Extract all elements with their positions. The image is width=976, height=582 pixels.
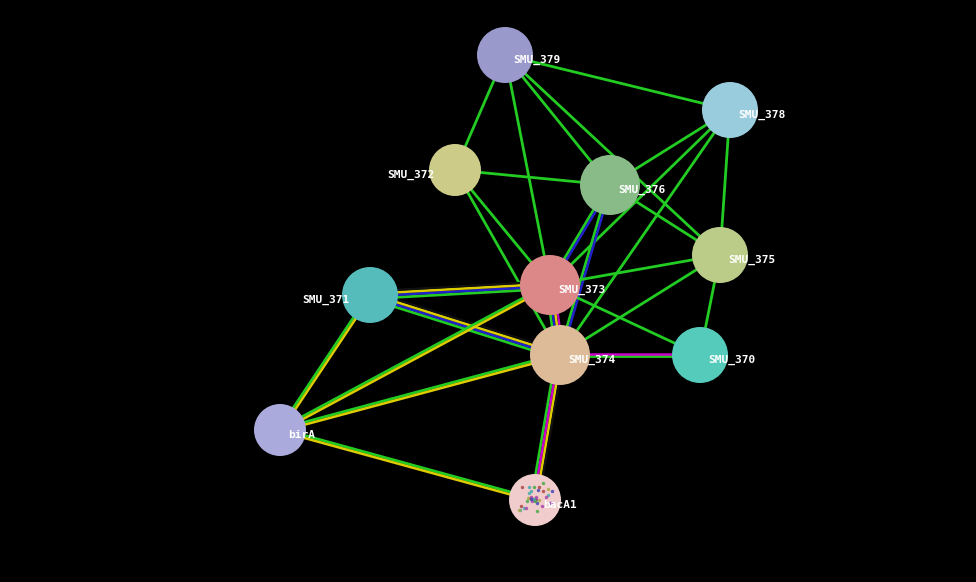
Circle shape: [429, 144, 481, 196]
Text: SMU_378: SMU_378: [738, 110, 786, 120]
Point: [527, 495, 543, 504]
Point: [523, 494, 539, 503]
Point: [540, 484, 555, 494]
Point: [511, 505, 527, 514]
Point: [520, 493, 536, 502]
Point: [521, 489, 537, 498]
Point: [530, 486, 546, 495]
Text: SMU_370: SMU_370: [708, 355, 755, 365]
Point: [518, 503, 534, 513]
Circle shape: [509, 474, 561, 526]
Point: [539, 492, 554, 501]
Text: SMU_376: SMU_376: [618, 185, 666, 195]
Point: [534, 501, 549, 510]
Point: [541, 491, 556, 500]
Point: [526, 495, 542, 504]
Circle shape: [520, 255, 580, 315]
Point: [522, 493, 538, 502]
Point: [521, 482, 537, 492]
Point: [513, 501, 529, 510]
Circle shape: [702, 82, 758, 138]
Point: [523, 486, 539, 495]
Circle shape: [672, 327, 728, 383]
Point: [544, 498, 559, 508]
Circle shape: [580, 155, 640, 215]
Point: [516, 503, 532, 513]
Point: [535, 487, 550, 496]
Point: [532, 482, 548, 491]
Point: [532, 495, 548, 504]
Point: [523, 492, 539, 501]
Circle shape: [254, 404, 306, 456]
Point: [514, 482, 530, 492]
Point: [543, 499, 558, 508]
Circle shape: [477, 27, 533, 83]
Text: SMU_379: SMU_379: [513, 55, 560, 65]
Point: [525, 495, 541, 504]
Point: [527, 495, 543, 505]
Point: [527, 495, 543, 505]
Text: SMU_374: SMU_374: [568, 355, 615, 365]
Circle shape: [530, 325, 590, 385]
Text: SMU_375: SMU_375: [728, 255, 775, 265]
Point: [512, 506, 528, 515]
Text: birA: birA: [288, 430, 315, 440]
Point: [529, 507, 545, 516]
Point: [527, 494, 543, 503]
Circle shape: [342, 267, 398, 323]
Point: [529, 498, 545, 508]
Text: SMU_372: SMU_372: [387, 170, 434, 180]
Point: [526, 482, 542, 492]
Point: [527, 497, 543, 506]
Point: [524, 496, 540, 505]
Point: [519, 496, 535, 506]
Point: [528, 492, 544, 501]
Point: [523, 494, 539, 503]
Text: bacA1: bacA1: [543, 500, 577, 510]
Point: [545, 487, 560, 496]
Text: SMU_373: SMU_373: [558, 285, 605, 295]
Text: SMU_371: SMU_371: [302, 295, 349, 305]
Point: [535, 478, 550, 487]
Circle shape: [692, 227, 748, 283]
Point: [528, 494, 544, 503]
